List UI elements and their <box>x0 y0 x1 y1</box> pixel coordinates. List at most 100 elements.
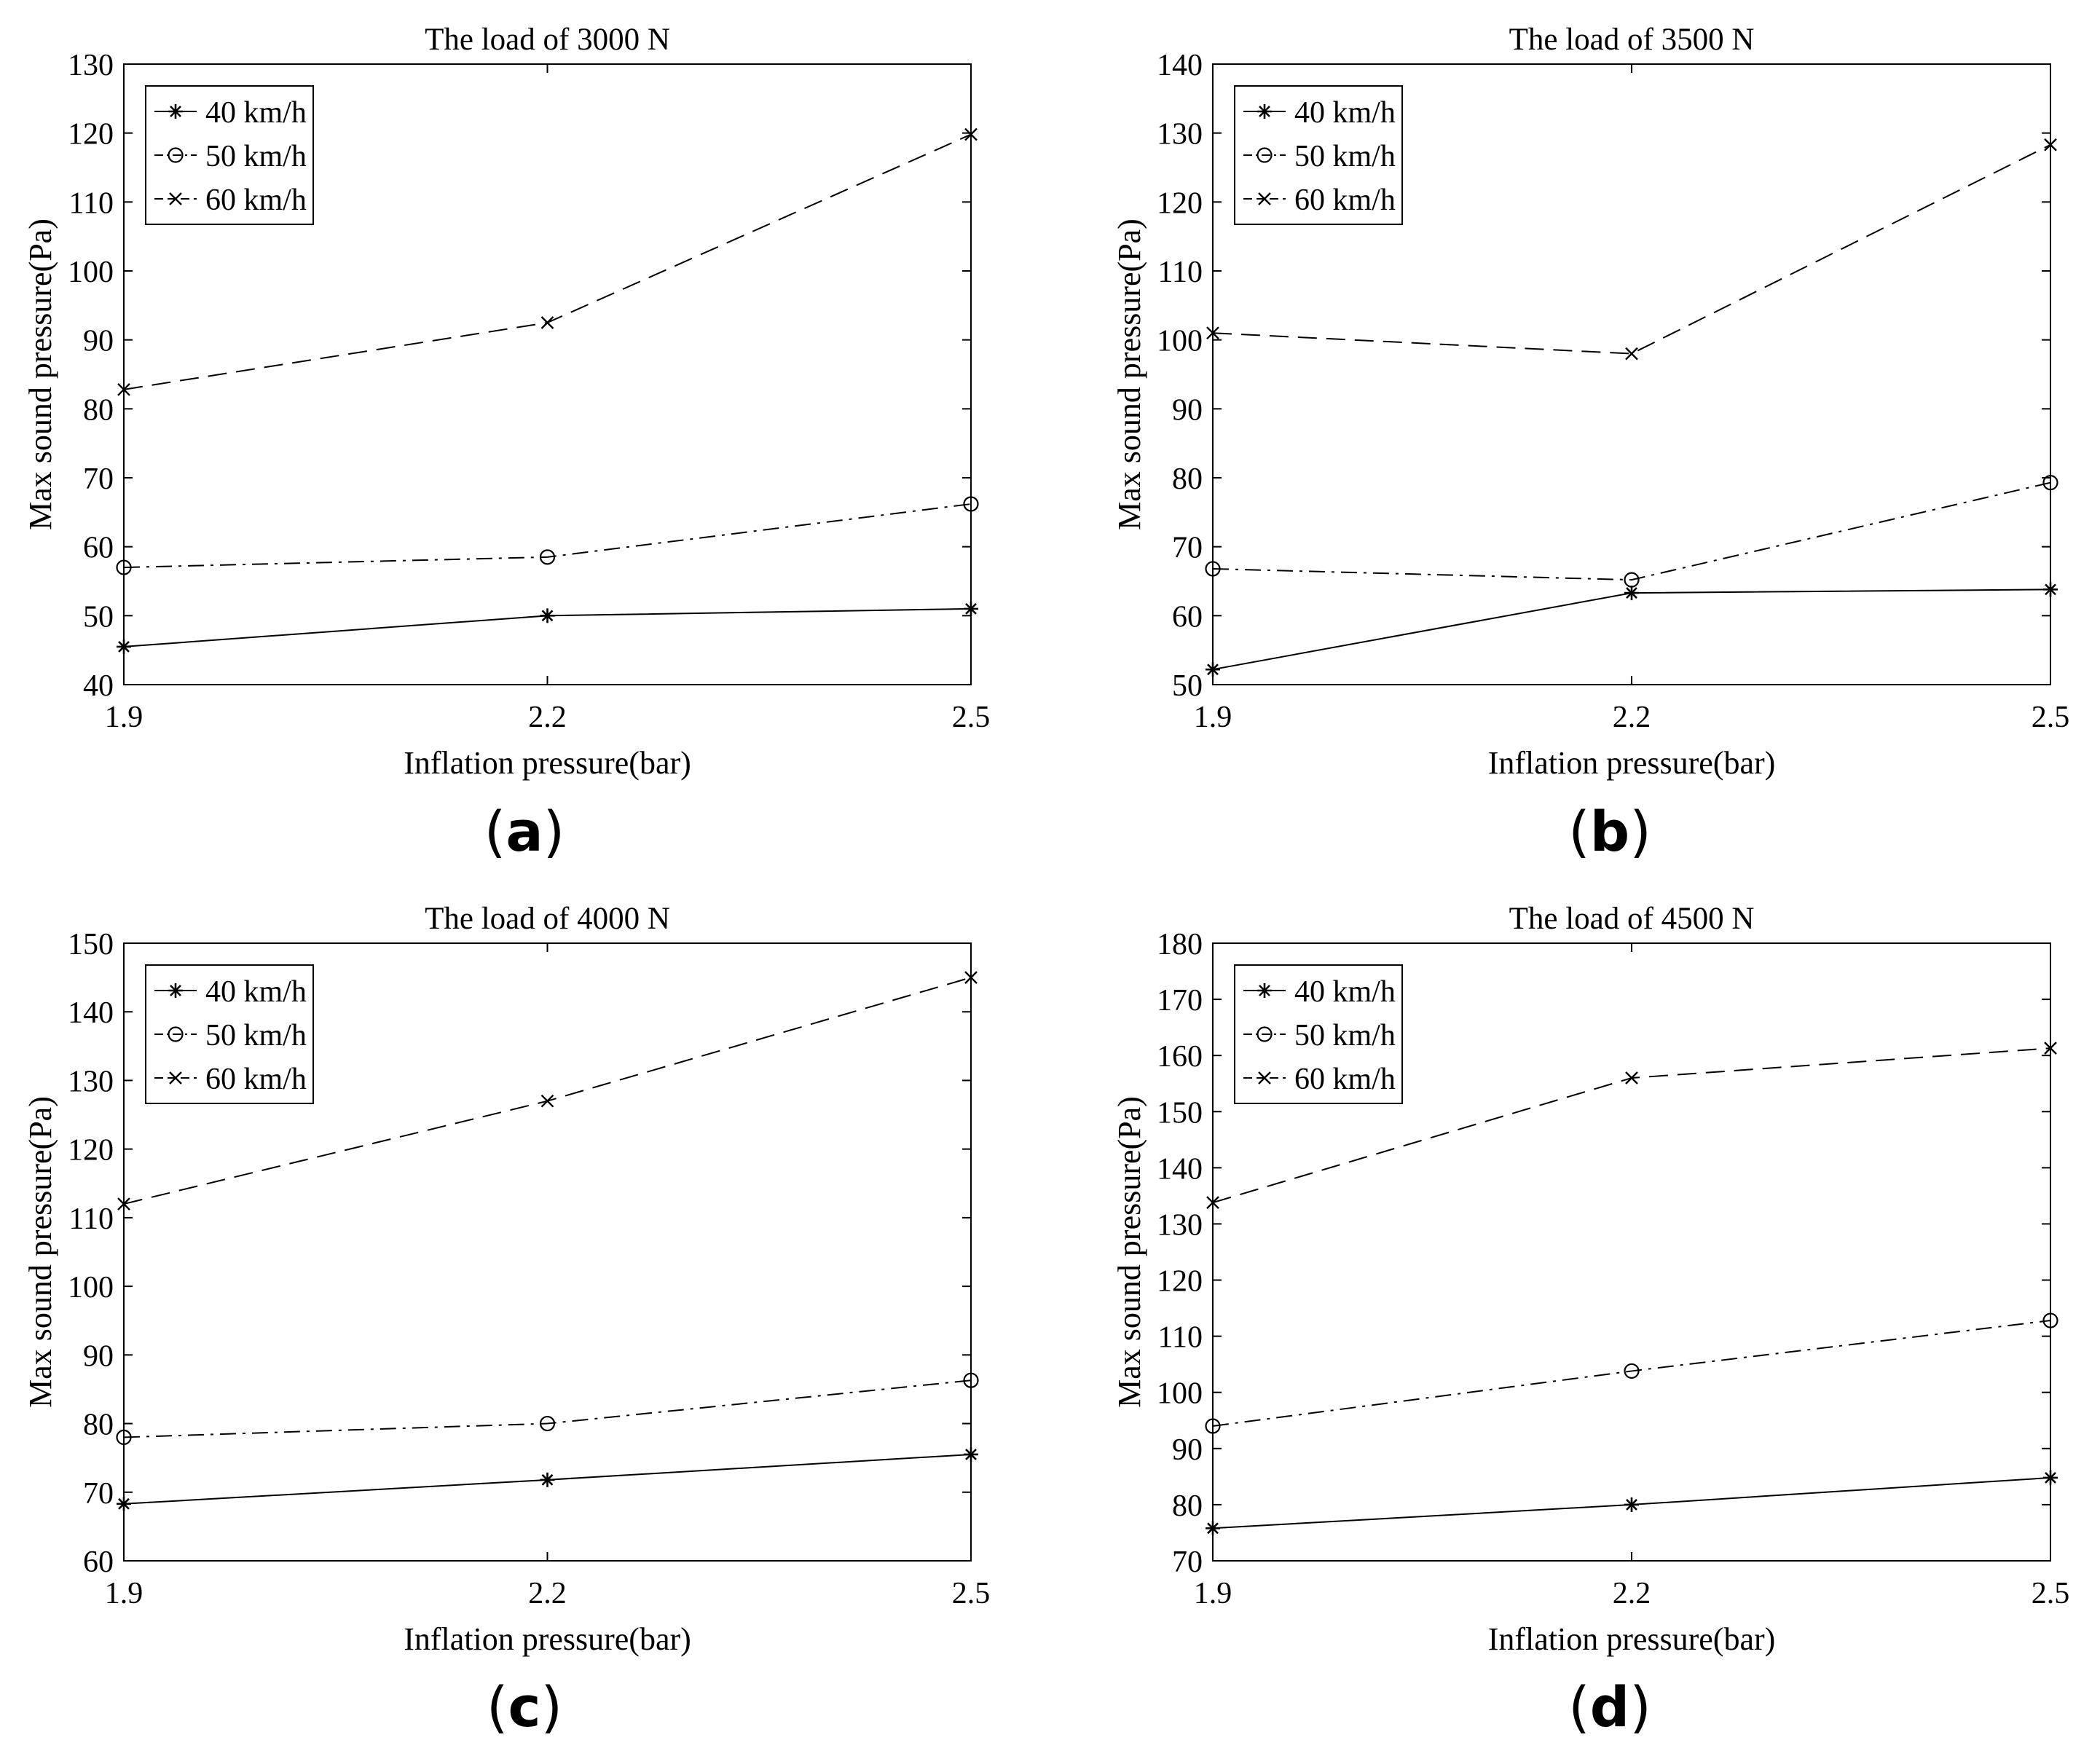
data-point-marker <box>1206 1196 1219 1210</box>
data-point-marker <box>1625 1071 1638 1084</box>
data-point-marker <box>1205 561 1221 577</box>
data-point-marker <box>964 127 978 141</box>
chart-panel-c: 60 70 80 90 100 110 120 130 140 150 1.9 2.2 2.5 The l… <box>23 902 990 1657</box>
data-point-marker <box>116 559 132 575</box>
y-tick-label: 100 <box>68 1271 114 1304</box>
legend-marker <box>169 192 182 205</box>
y-tick-label: 110 <box>69 186 114 220</box>
legend-label: 60 km/h <box>205 184 307 217</box>
data-point-marker <box>116 1429 132 1446</box>
data-point-marker <box>117 382 130 396</box>
y-tick-label: 40 <box>83 669 114 703</box>
y-tick-label: 100 <box>1157 1377 1203 1411</box>
data-point-marker <box>964 601 978 616</box>
data-point-marker <box>1624 1497 1639 1512</box>
legend-label: 60 km/h <box>205 1063 307 1096</box>
legend-label: 40 km/h <box>205 96 307 130</box>
data-point-marker <box>963 1372 979 1388</box>
y-tick-label: 120 <box>68 118 114 151</box>
y-tick-label: 80 <box>1172 1489 1203 1523</box>
y-tick-label: 130 <box>1157 1208 1203 1242</box>
y-axis-label: Max sound pressure(Pa) <box>1112 1096 1147 1408</box>
legend-marker <box>168 983 183 998</box>
y-tick-label: 180 <box>1157 928 1203 961</box>
x-tick-label: 2.2 <box>1613 1577 1651 1610</box>
y-tick-label: 50 <box>1172 669 1203 703</box>
series-line-50-km-h <box>123 1379 972 1438</box>
data-point-marker <box>2042 1312 2058 1328</box>
data-point-marker <box>540 316 554 329</box>
panel-label-open: ( <box>1568 799 1590 864</box>
panel-label: (b) <box>1568 799 1651 864</box>
panel-label: (d) <box>1568 1674 1651 1739</box>
y-tick-label: 80 <box>83 1409 114 1442</box>
y-tick-label: 140 <box>1157 49 1203 82</box>
y-tick-label: 90 <box>83 325 114 358</box>
y-tick-label: 80 <box>83 393 114 427</box>
y-tick-label: 70 <box>1172 532 1203 565</box>
data-point-marker <box>1624 572 1640 588</box>
data-point-marker <box>1205 1418 1221 1434</box>
y-tick-label: 120 <box>68 1134 114 1168</box>
x-tick-label: 2.2 <box>528 701 567 734</box>
y-tick-label: 130 <box>68 1065 114 1098</box>
legend-label: 40 km/h <box>1294 975 1396 1009</box>
chart-panel-d: 70 80 90 100 110 120 130 140 150 160 170 180 1.9 2.2 2… <box>1112 902 2069 1657</box>
chart-title: The load of 4500 N <box>1509 902 1755 936</box>
chart-panel-a: 40 50 60 70 80 90 100 110 120 130 1.9 2.2 2.5 The loa… <box>23 23 990 781</box>
legend-marker <box>168 1026 184 1042</box>
data-point-marker <box>1206 326 1219 340</box>
data-point-marker <box>117 1496 131 1511</box>
panel-label-letter: b <box>1590 799 1629 864</box>
x-axis-label: Inflation pressure(bar) <box>404 745 691 781</box>
data-point-marker <box>1206 662 1220 677</box>
y-tick-label: 130 <box>68 49 114 82</box>
legend-label: 50 km/h <box>1294 1019 1396 1052</box>
legend-label: 60 km/h <box>1294 184 1396 217</box>
legend-marker <box>1258 192 1271 205</box>
y-tick-label: 110 <box>69 1202 114 1236</box>
data-point-marker <box>2043 1470 2058 1485</box>
legend-marker <box>1257 104 1272 119</box>
data-point-marker <box>540 1472 555 1487</box>
chart-panel-b: 50 60 70 80 90 100 110 120 130 140 1.9 2.2 2.5 The lo… <box>1112 23 2069 781</box>
x-tick-label: 2.2 <box>528 1577 567 1610</box>
data-point-marker <box>963 496 979 512</box>
panel-label-close: ) <box>541 1674 563 1739</box>
series-line-50-km-h <box>123 503 972 569</box>
data-point-marker <box>2044 1042 2057 1055</box>
x-tick-label: 1.9 <box>1194 701 1232 734</box>
x-tick-label: 1.9 <box>105 701 143 734</box>
y-tick-label: 110 <box>1158 1321 1203 1355</box>
y-tick-label: 160 <box>1157 1040 1203 1074</box>
y-tick-label: 140 <box>68 996 114 1030</box>
chart-title: The load of 3500 N <box>1509 23 1755 57</box>
y-tick-label: 110 <box>1158 256 1203 289</box>
legend-label: 40 km/h <box>1294 96 1396 130</box>
y-tick-label: 60 <box>1172 600 1203 634</box>
panel-label-close: ) <box>1629 1674 1651 1739</box>
panel-label-letter: a <box>506 799 543 864</box>
x-axis-label: Inflation pressure(bar) <box>1488 745 1776 781</box>
legend-marker <box>168 147 184 163</box>
legend-marker <box>1257 1026 1273 1042</box>
y-tick-label: 70 <box>83 1477 114 1511</box>
data-point-marker <box>1624 586 1639 601</box>
data-point-marker <box>964 1446 978 1462</box>
legend-marker <box>1257 147 1273 163</box>
y-axis-label: Max sound pressure(Pa) <box>23 219 58 530</box>
y-tick-label: 60 <box>83 532 114 565</box>
legend-label: 50 km/h <box>205 1019 307 1052</box>
data-point-marker <box>2042 475 2058 491</box>
x-axis-label: Inflation pressure(bar) <box>404 1621 691 1657</box>
y-tick-label: 120 <box>1157 186 1203 220</box>
data-point-marker <box>540 608 555 623</box>
series-line-40-km-h <box>1212 588 2051 671</box>
data-point-marker <box>1206 1521 1220 1536</box>
legend-label: 60 km/h <box>1294 1063 1396 1096</box>
data-point-marker <box>1624 1363 1640 1379</box>
legend-label: 50 km/h <box>1294 140 1396 173</box>
y-tick-label: 70 <box>83 462 114 496</box>
legend-marker <box>168 104 183 119</box>
